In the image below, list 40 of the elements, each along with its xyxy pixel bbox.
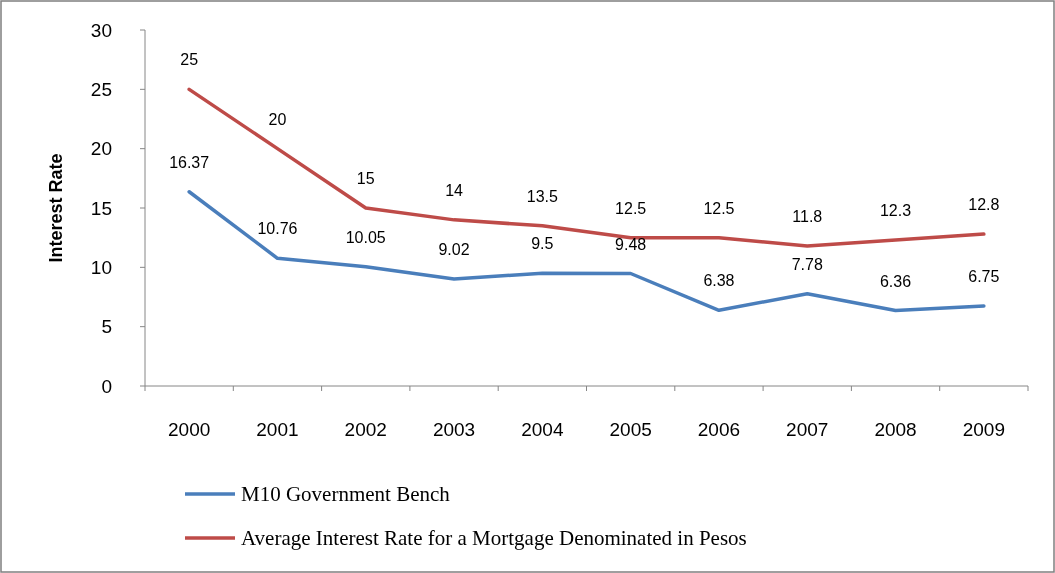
- data-label: 10.05: [345, 228, 386, 246]
- x-tick-label: 2004: [521, 419, 564, 440]
- y-tick-label: 30: [90, 19, 112, 41]
- y-tick-label: 5: [101, 316, 112, 338]
- data-label: 16.37: [169, 153, 210, 171]
- y-axis-title: Interest Rate: [46, 153, 66, 263]
- x-tick-label: 2005: [609, 419, 652, 440]
- data-label: 20: [268, 110, 287, 128]
- y-tick-label: 0: [101, 375, 112, 397]
- x-tick-label: 2000: [168, 419, 211, 440]
- y-tick-label: 25: [90, 78, 112, 100]
- x-tick-label: 2008: [874, 419, 917, 440]
- legend-label: Average Interest Rate for a Mortgage Denominated in Pesos: [241, 526, 747, 551]
- y-tick-label: 20: [90, 138, 112, 160]
- x-tick-label: 2001: [256, 419, 299, 440]
- legend-label: M10 Government Bench: [241, 482, 451, 507]
- y-tick-label: 10: [90, 256, 112, 278]
- data-label: 6.36: [879, 272, 912, 290]
- data-label: 12.5: [615, 199, 647, 217]
- x-tick-label: 2009: [962, 419, 1005, 440]
- x-tick-label: 2007: [786, 419, 829, 440]
- data-label: 9.02: [438, 240, 470, 258]
- data-label: 11.8: [792, 207, 823, 225]
- data-label: 9.48: [615, 235, 647, 253]
- data-label: 6.75: [968, 267, 1000, 285]
- data-label: 15: [356, 170, 375, 187]
- data-label: 25: [180, 51, 199, 69]
- data-label: 10.76: [257, 220, 298, 238]
- data-label: 7.78: [791, 255, 823, 273]
- x-tick-label: 2003: [432, 419, 476, 440]
- data-label: 12.5: [703, 199, 735, 217]
- data-label: 12.3: [879, 202, 912, 220]
- y-tick-label: 15: [90, 197, 112, 219]
- data-label: 6.38: [703, 272, 735, 290]
- x-tick-label: 2006: [697, 419, 741, 440]
- x-tick-label: 2002: [344, 419, 387, 440]
- data-label: 12.8: [968, 196, 1000, 214]
- data-label: 14: [445, 181, 464, 199]
- data-label: 13.5: [526, 187, 559, 205]
- data-label: 9.5: [531, 235, 554, 253]
